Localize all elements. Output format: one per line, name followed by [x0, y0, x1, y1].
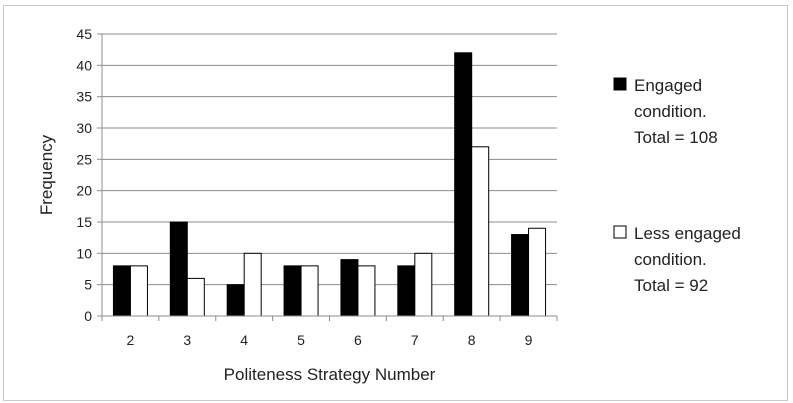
x-tick-labels: 2 3 4 5 6 7 8 9 — [127, 332, 533, 348]
x-axis-title: Politeness Strategy Number — [224, 365, 436, 384]
x-tick-label: 3 — [183, 332, 191, 348]
y-tick-label: 40 — [76, 57, 92, 73]
x-tick-label: 4 — [240, 332, 248, 348]
x-tick-label: 8 — [468, 332, 476, 348]
y-tick-label: 35 — [76, 89, 92, 105]
y-tick-label: 20 — [76, 183, 92, 199]
bar-series1-2 — [112, 265, 131, 317]
legend-label-2: condition. — [634, 250, 707, 269]
bar-series2-6 — [357, 265, 376, 317]
bar-series1-6 — [340, 259, 359, 317]
x-tick-label: 7 — [411, 332, 419, 348]
legend-label-1: condition. — [634, 102, 707, 121]
bars — [112, 52, 547, 317]
y-tick-label: 25 — [76, 151, 92, 167]
legend-label-1: Engaged — [634, 76, 702, 95]
x-tick-label: 9 — [525, 332, 533, 348]
bar-series2-7 — [414, 252, 433, 317]
y-axis-title: Frequency — [37, 134, 56, 215]
bar-series2-8 — [471, 146, 490, 317]
legend-swatch-2 — [613, 225, 627, 239]
y-tick-label: 5 — [84, 277, 92, 293]
bar-series1-7 — [397, 265, 416, 317]
y-tick-label: 30 — [76, 120, 92, 136]
legend-label-2: Less engaged — [634, 224, 741, 243]
bar-series1-4 — [226, 284, 245, 317]
bar-series2-3 — [186, 277, 205, 317]
y-tick-labels: 0 5 10 15 20 25 30 35 40 45 — [76, 26, 92, 324]
legend-label-1: Total = 108 — [634, 128, 718, 147]
bar-series1-9 — [511, 234, 530, 317]
legend-swatch-1 — [613, 77, 627, 91]
chart-frame — [3, 5, 788, 401]
bar-series1-5 — [283, 265, 302, 317]
bar-series1-8 — [454, 52, 473, 317]
bar-series2-4 — [243, 252, 262, 317]
axes — [101, 34, 557, 317]
bar-series1-3 — [169, 221, 188, 317]
bar-series2-5 — [300, 265, 319, 317]
x-tick-label: 2 — [127, 332, 135, 348]
y-tick-label: 45 — [76, 26, 92, 42]
bar-series2-9 — [528, 227, 547, 317]
y-tick-label: 15 — [76, 214, 92, 230]
y-tick-label: 0 — [84, 308, 92, 324]
x-tick-label: 5 — [297, 332, 305, 348]
legend: Engaged condition. Total = 108 Less engaged… — [613, 76, 741, 295]
y-tick-label: 10 — [76, 245, 92, 261]
bar-series2-2 — [129, 265, 148, 317]
x-tick-label: 6 — [354, 332, 362, 348]
legend-label-2: Total = 92 — [634, 276, 708, 295]
